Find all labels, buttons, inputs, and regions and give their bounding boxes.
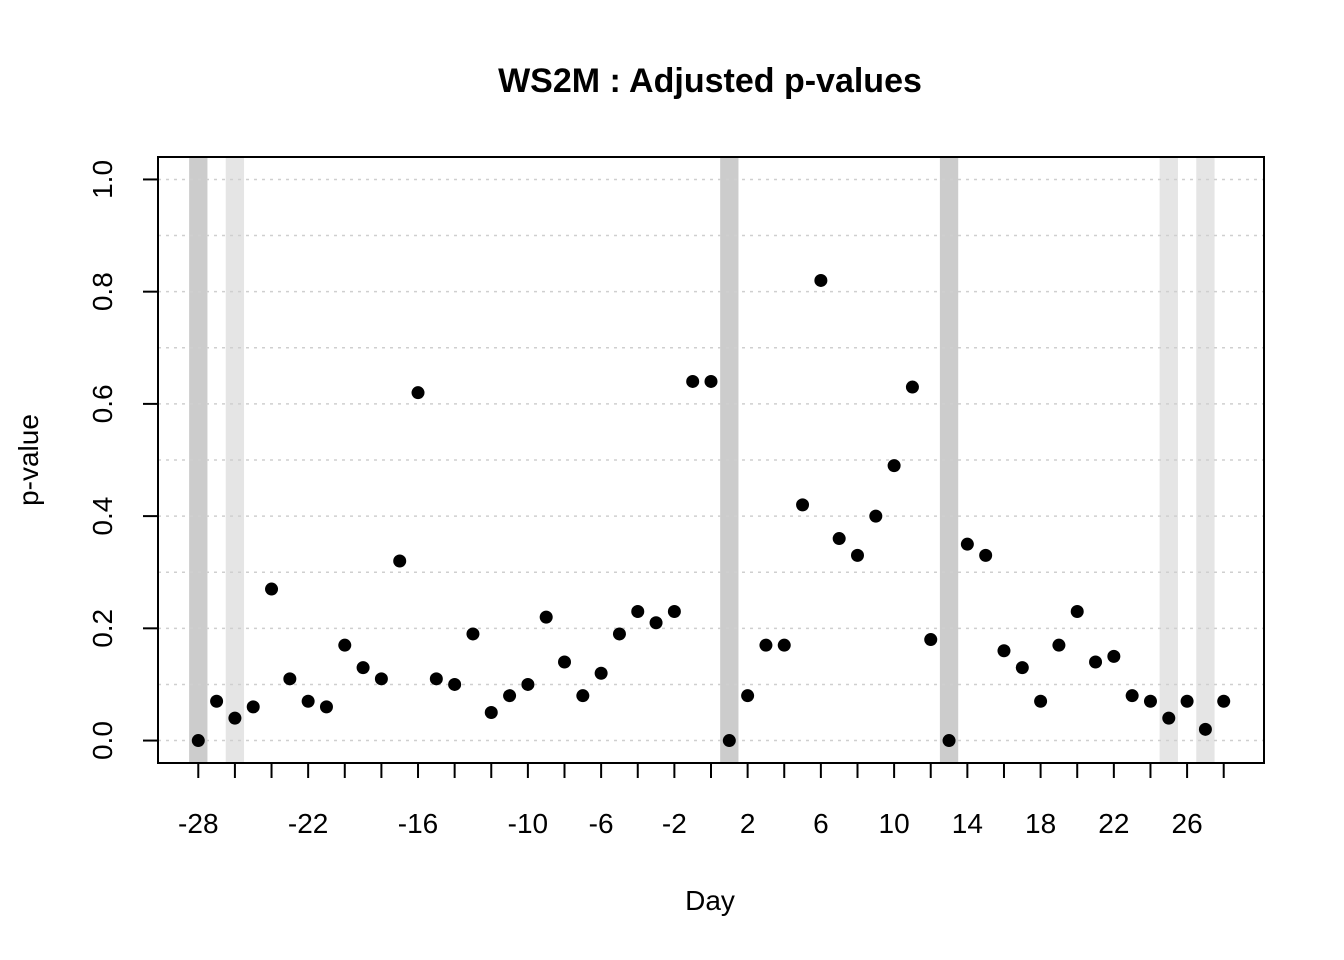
data-point-47 <box>1052 638 1066 652</box>
data-point-31 <box>759 638 773 652</box>
data-point-34 <box>814 273 828 287</box>
data-point-7 <box>319 700 333 714</box>
data-point-28 <box>704 374 718 388</box>
data-point-27 <box>686 374 700 388</box>
data-point-25 <box>649 616 663 630</box>
grid-lines <box>158 178 1264 742</box>
data-point-24 <box>631 605 645 618</box>
data-point-20 <box>558 655 572 669</box>
data-point-45 <box>1015 661 1029 675</box>
data-point-21 <box>576 689 590 703</box>
data-point-16 <box>484 706 498 719</box>
data-point-22 <box>594 666 608 680</box>
y-tick-label-3: 0.6 <box>87 384 118 423</box>
data-point-15 <box>466 627 480 641</box>
data-point-30 <box>741 689 755 703</box>
data-points <box>191 273 1231 748</box>
x-tick-label-5: -2 <box>662 808 687 839</box>
data-point-23 <box>612 627 626 641</box>
x-tick-label-7: 6 <box>813 808 829 839</box>
y-tick-label-1: 0.2 <box>87 609 118 648</box>
highlight-band-5 <box>1196 157 1215 763</box>
data-point-37 <box>869 509 883 523</box>
x-tick-label-6: 2 <box>740 808 756 839</box>
data-point-43 <box>979 548 993 562</box>
data-point-4 <box>265 582 279 596</box>
data-point-3 <box>246 700 260 714</box>
x-axis: -28 -22 -16 -10 -6 -2 2 6 10 14 18 22 26 <box>178 762 1225 839</box>
y-tick-label-2: 0.4 <box>87 497 118 536</box>
data-point-42 <box>960 537 974 551</box>
data-point-36 <box>850 548 864 562</box>
x-tick-label-1: -22 <box>288 808 328 839</box>
highlight-bands <box>189 157 1215 763</box>
data-point-18 <box>521 677 535 691</box>
data-point-1 <box>210 694 224 708</box>
y-tick-label-4: 0.8 <box>87 272 118 311</box>
data-point-2 <box>228 711 242 725</box>
y-tick-label-5: 1.0 <box>87 160 118 199</box>
x-tick-label-4: -6 <box>589 808 614 839</box>
data-point-5 <box>283 672 297 686</box>
data-point-0 <box>191 734 205 748</box>
x-axis-label: Day <box>685 885 735 916</box>
x-tick-label-11: 22 <box>1098 808 1129 839</box>
data-point-35 <box>832 532 846 546</box>
data-point-12 <box>411 386 425 400</box>
data-point-32 <box>777 638 791 652</box>
chart-title: WS2M : Adjusted p-values <box>498 62 922 100</box>
data-point-52 <box>1143 694 1157 708</box>
data-point-53 <box>1162 711 1176 725</box>
data-point-19 <box>539 610 553 624</box>
x-tick-label-3: -10 <box>508 808 548 839</box>
y-axis-label: p-value <box>13 414 44 506</box>
data-point-8 <box>338 638 352 652</box>
x-tick-label-8: 10 <box>879 808 910 839</box>
x-tick-label-2: -16 <box>398 808 438 839</box>
data-point-9 <box>356 661 370 675</box>
highlight-band-2 <box>720 157 739 763</box>
data-point-44 <box>997 644 1011 658</box>
x-tick-label-12: 26 <box>1172 808 1203 839</box>
data-point-46 <box>1034 694 1048 708</box>
x-tick-label-9: 14 <box>952 808 983 839</box>
data-point-17 <box>503 689 517 703</box>
y-axis: 0.0 0.2 0.4 0.6 0.8 1.0 <box>87 160 159 760</box>
highlight-band-1 <box>225 157 245 763</box>
data-point-55 <box>1198 722 1212 736</box>
data-point-6 <box>301 694 315 708</box>
data-point-11 <box>393 554 407 568</box>
data-point-49 <box>1089 655 1103 669</box>
data-point-39 <box>905 380 919 394</box>
data-point-38 <box>887 459 901 473</box>
data-point-48 <box>1070 605 1084 618</box>
data-point-51 <box>1125 689 1139 703</box>
data-point-29 <box>722 734 736 748</box>
x-tick-label-10: 18 <box>1025 808 1056 839</box>
data-point-14 <box>448 677 462 691</box>
data-point-41 <box>942 734 956 748</box>
data-point-54 <box>1180 694 1194 708</box>
data-point-50 <box>1107 649 1121 663</box>
data-point-56 <box>1217 694 1231 708</box>
x-tick-label-0: -28 <box>178 808 218 839</box>
data-point-40 <box>924 633 938 647</box>
data-point-26 <box>667 605 681 618</box>
data-point-33 <box>796 498 810 512</box>
data-point-13 <box>429 672 443 686</box>
y-tick-label-0: 0.0 <box>87 721 118 760</box>
data-point-10 <box>374 672 388 686</box>
highlight-band-3 <box>939 157 959 763</box>
